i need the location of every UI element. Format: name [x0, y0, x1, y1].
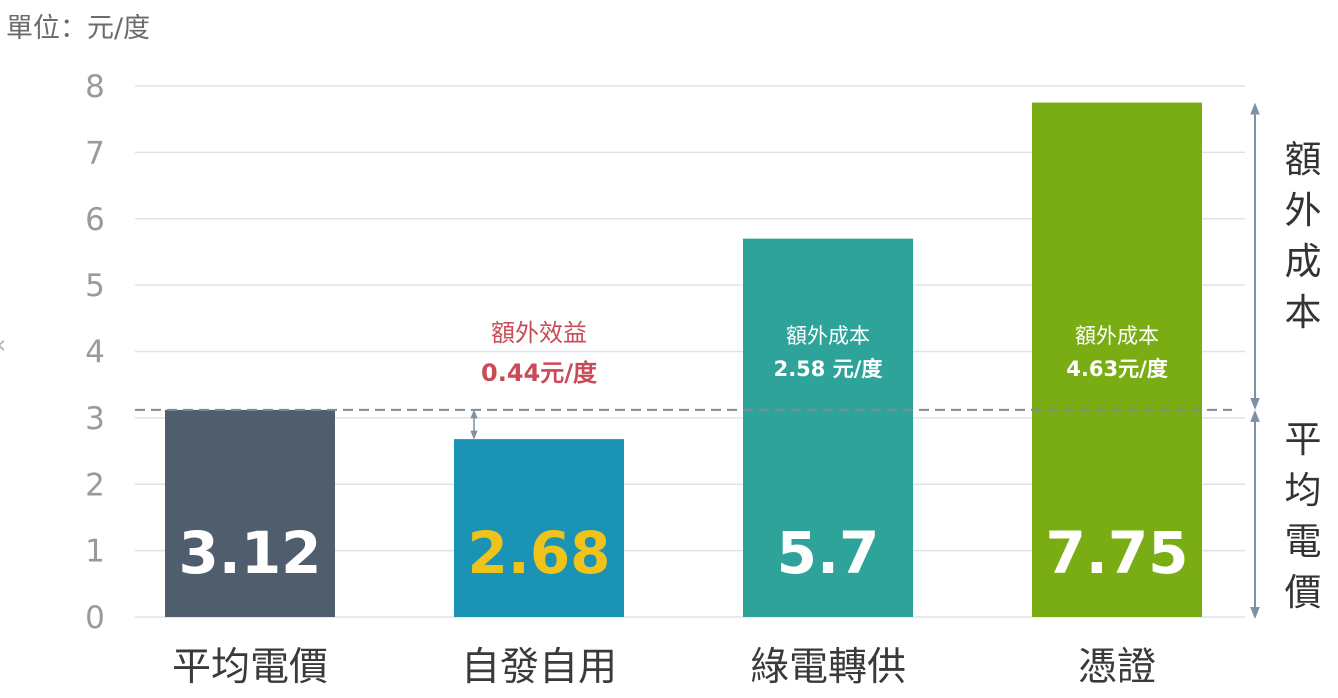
y-tick-label: 7 [85, 135, 105, 171]
unit-label: 單位：元/度 [6, 13, 151, 44]
annotation-line: 2.58 元/度 [774, 357, 883, 381]
data-label: 5.7 [777, 519, 880, 587]
data-label: 7.75 [1045, 519, 1188, 587]
category-label: 憑證 [1078, 645, 1156, 690]
y-tick-label: 5 [85, 268, 105, 304]
bar [1032, 102, 1202, 617]
side-label-average-price: 平均電價 [1285, 418, 1322, 614]
bar [454, 439, 624, 617]
y-tick-label: 6 [85, 202, 105, 238]
category-label: 綠電轉供 [750, 645, 906, 690]
bar [165, 409, 335, 617]
data-label: 3.12 [178, 519, 321, 587]
annotation-line: 額外效益 [491, 319, 587, 347]
side-label-extra-cost: 額外成本 [1285, 138, 1322, 334]
annotation-line: 4.63元/度 [1066, 357, 1167, 381]
category-label: 平均電價 [172, 645, 328, 690]
y-tick-label: 0 [85, 600, 105, 636]
data-label: 2.68 [467, 519, 610, 587]
y-tick-label: 3 [85, 401, 105, 437]
annotation-line: 額外成本 [1075, 324, 1159, 348]
annotation-line: 額外成本 [786, 324, 870, 348]
annotation-line: 0.44元/度 [481, 359, 598, 387]
y-tick-label: 2 [85, 467, 105, 503]
y-tick-label: 8 [85, 69, 105, 105]
bar [743, 238, 913, 617]
category-label: 自發自用 [461, 645, 617, 690]
edge-chevron-icon: ‹ [0, 330, 6, 360]
y-tick-label: 4 [85, 335, 105, 371]
y-tick-label: 1 [85, 534, 105, 570]
